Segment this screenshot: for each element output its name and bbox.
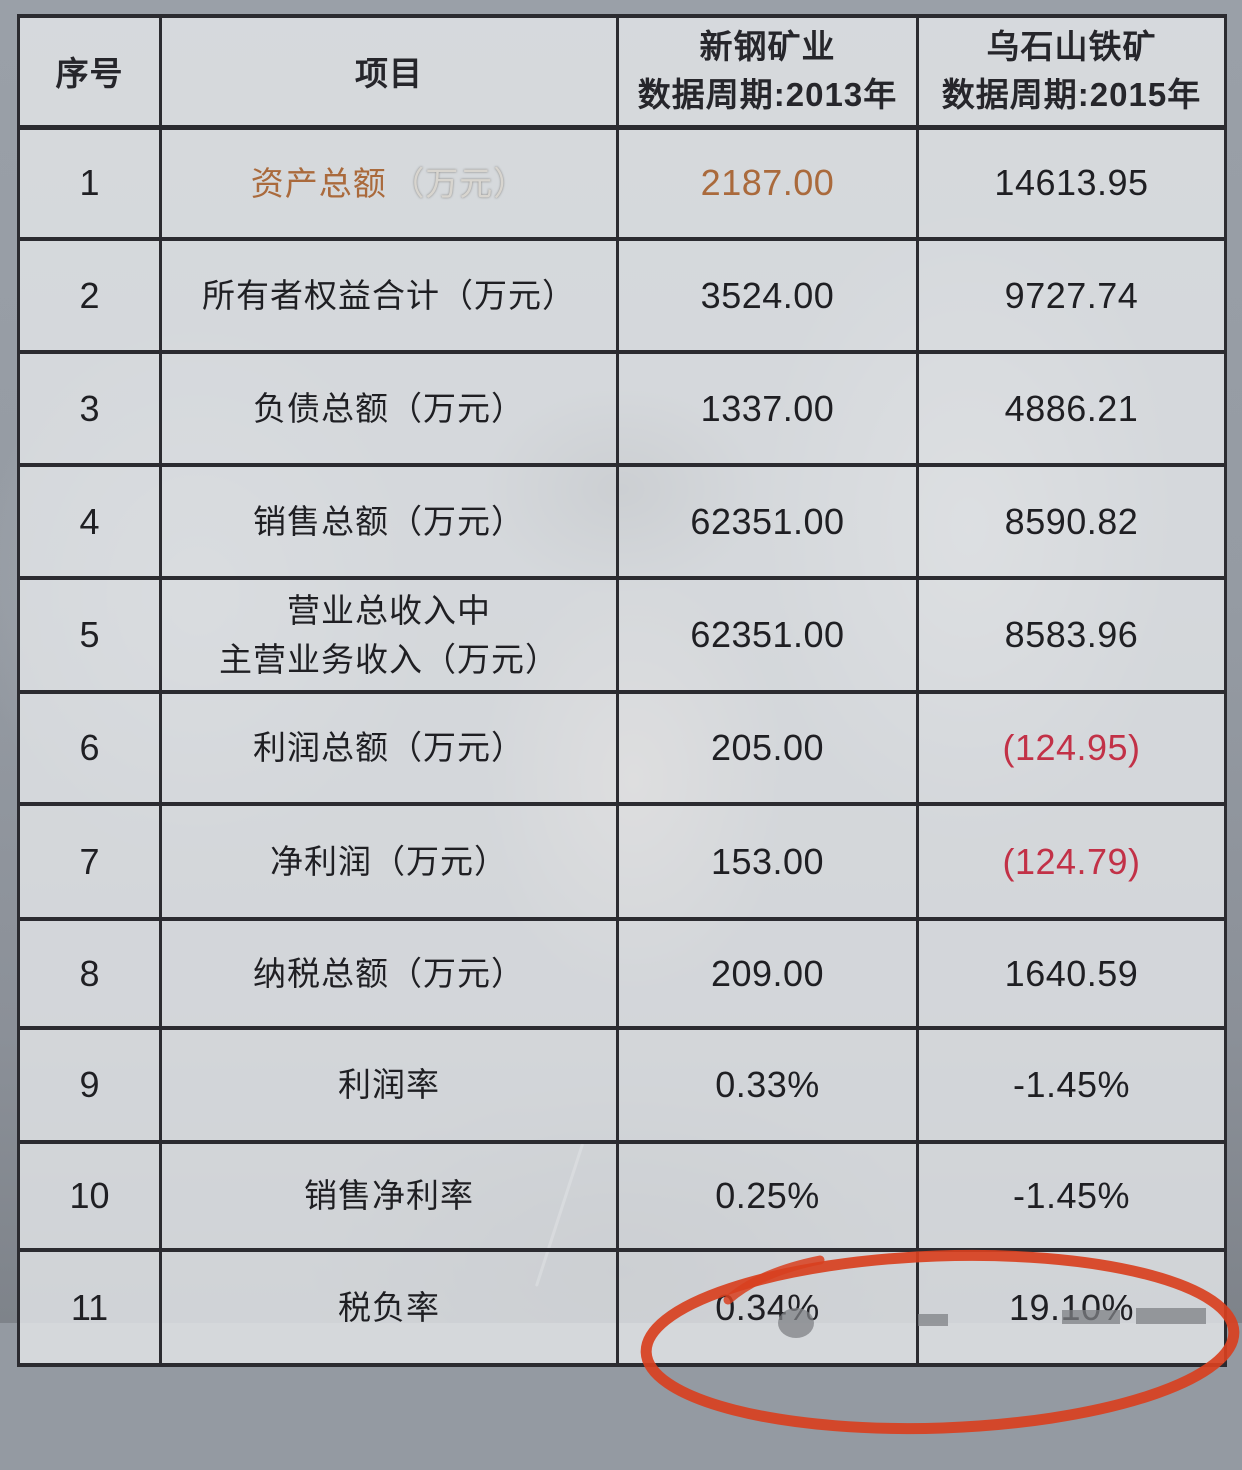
watermark-fragment <box>918 1314 948 1326</box>
value-company-a: 209.00 <box>710 952 825 994</box>
row-number: 3 <box>79 387 100 429</box>
table-row: 3 负债总额（万元） 1337.00 4886.21 <box>17 350 1227 467</box>
value-company-b: 8583.96 <box>1004 614 1139 655</box>
value-company-b-negative: (124.95) <box>1002 727 1141 768</box>
row-number: 2 <box>79 274 100 316</box>
item-label: 销售净利率 <box>304 1177 474 1215</box>
comparison-table: 序号 项目 新钢矿业 数据周期:2013年 乌石山铁矿 数据周期:2015年 1… <box>17 14 1227 1367</box>
table-row: 6 利润总额（万元） 205.00 (124.95) <box>17 690 1227 806</box>
screenshot-root: { "table": { "headers": { "col_num": "序号… <box>0 0 1242 1435</box>
value-company-a: 0.25% <box>715 1175 820 1216</box>
header-company-a: 新钢矿业 数据周期:2013年 <box>616 14 919 130</box>
table-row: 8 纳税总额（万元） 209.00 1640.59 <box>17 917 1227 1030</box>
value-company-b: 1640.59 <box>1004 952 1139 994</box>
watermark-fragment <box>1062 1310 1120 1324</box>
value-company-b: 4886.21 <box>1004 387 1139 429</box>
company-a-period: 数据周期:2013年 <box>637 76 898 114</box>
header-company-b: 乌石山铁矿 数据周期:2015年 <box>916 14 1227 130</box>
value-company-a: 0.33% <box>715 1064 820 1105</box>
row-number: 1 <box>79 162 100 204</box>
row-number: 9 <box>79 1064 100 1105</box>
table-row: 1 资产总额 （万元） 2187.00 14613.95 <box>17 125 1227 241</box>
item-label: 纳税总额（万元） <box>253 954 525 992</box>
value-company-b: -1.45% <box>1012 1064 1131 1105</box>
item-label: 负债总额（万元） <box>253 389 525 427</box>
header-item: 项目 <box>159 14 619 130</box>
table-row: 5 营业总收入中 主营业务收入（万元） 62351.00 8583.96 <box>17 576 1227 694</box>
value-company-a: 153.00 <box>710 840 825 882</box>
row-number: 8 <box>79 952 100 994</box>
row-number: 6 <box>79 727 100 768</box>
row-number: 5 <box>79 614 100 655</box>
value-company-a: 62351.00 <box>690 500 845 542</box>
value-company-a: 1337.00 <box>700 387 835 429</box>
item-unit: （万元） <box>391 164 528 202</box>
header-number: 序号 <box>17 14 162 130</box>
watermark-fragment <box>1136 1308 1206 1324</box>
company-a-name: 新钢矿业 <box>699 28 836 66</box>
item-label: 利润总额（万元） <box>253 729 525 767</box>
table-row: 2 所有者权益合计（万元） 3524.00 9727.74 <box>17 237 1227 354</box>
watermark-blob <box>778 1308 814 1338</box>
row-number: 4 <box>79 500 100 542</box>
item-label: 税负率 <box>338 1288 440 1326</box>
table-row: 11 税负率 0.34% 19.10% <box>17 1248 1227 1367</box>
value-company-a: 205.00 <box>710 727 825 768</box>
value-company-a: 3524.00 <box>700 274 835 316</box>
item-label: 所有者权益合计（万元） <box>202 276 576 314</box>
table-row: 7 净利润（万元） 153.00 (124.79) <box>17 802 1227 921</box>
item-label: 利润率 <box>338 1066 440 1104</box>
item-label-line1: 营业总收入中 <box>287 591 491 629</box>
value-company-b: 9727.74 <box>1004 274 1139 316</box>
table-row: 4 销售总额（万元） 62351.00 8590.82 <box>17 463 1227 580</box>
row-number: 11 <box>70 1286 109 1328</box>
row-number: 7 <box>79 840 100 882</box>
value-company-b: 14613.95 <box>994 162 1149 204</box>
company-b-name: 乌石山铁矿 <box>986 28 1157 66</box>
value-company-b: -1.45% <box>1012 1175 1131 1216</box>
item-label-line2: 主营业务收入（万元） <box>219 641 559 678</box>
value-company-a: 2187.00 <box>700 162 835 204</box>
value-company-b-negative: (124.79) <box>1002 840 1141 882</box>
header-row: 序号 项目 新钢矿业 数据周期:2013年 乌石山铁矿 数据周期:2015年 <box>17 14 1227 130</box>
item-label: 销售总额（万元） <box>253 502 525 540</box>
value-company-b: 8590.82 <box>1004 500 1139 542</box>
item-label: 资产总额 <box>250 164 387 202</box>
item-label: 净利润（万元） <box>270 842 508 880</box>
table-row: 9 利润率 0.33% -1.45% <box>17 1026 1227 1144</box>
value-company-a: 62351.00 <box>690 614 845 655</box>
company-b-period: 数据周期:2015年 <box>941 76 1202 114</box>
table-row: 10 销售净利率 0.25% -1.45% <box>17 1140 1227 1252</box>
row-number: 10 <box>69 1175 110 1216</box>
